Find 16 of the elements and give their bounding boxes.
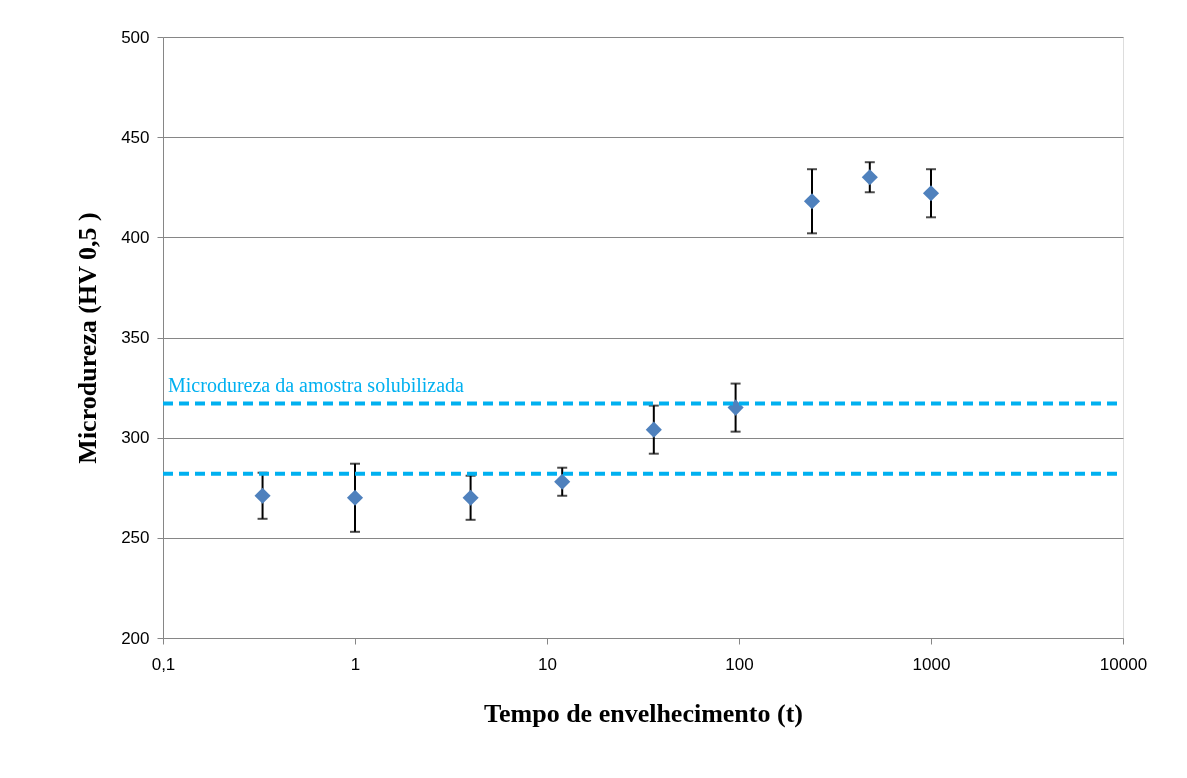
y-tick-label: 350 bbox=[121, 328, 150, 347]
y-tick-label: 450 bbox=[121, 127, 150, 147]
y-tick-label: 400 bbox=[121, 227, 150, 247]
y-tick-label: 500 bbox=[121, 27, 150, 47]
x-tick-label: 1 bbox=[350, 654, 361, 674]
y-tick-label: 300 bbox=[121, 428, 150, 448]
x-axis-title: Tempo de envelhecimento (t) bbox=[484, 698, 803, 728]
x-tick-label: 1000 bbox=[912, 654, 951, 674]
y-tick-label: 250 bbox=[121, 528, 150, 548]
x-tick-label: 0,1 bbox=[151, 654, 176, 674]
x-tick-label: 10000 bbox=[1099, 654, 1148, 674]
x-tick-label: 10 bbox=[538, 654, 557, 674]
y-axis-title: Microdureza (HV 0,5 ) bbox=[73, 212, 103, 464]
ref-line-label: Microdureza da amostra solubilizada bbox=[168, 373, 465, 396]
x-tick-label: 100 bbox=[725, 654, 754, 674]
y-tick-label: 200 bbox=[121, 628, 150, 648]
